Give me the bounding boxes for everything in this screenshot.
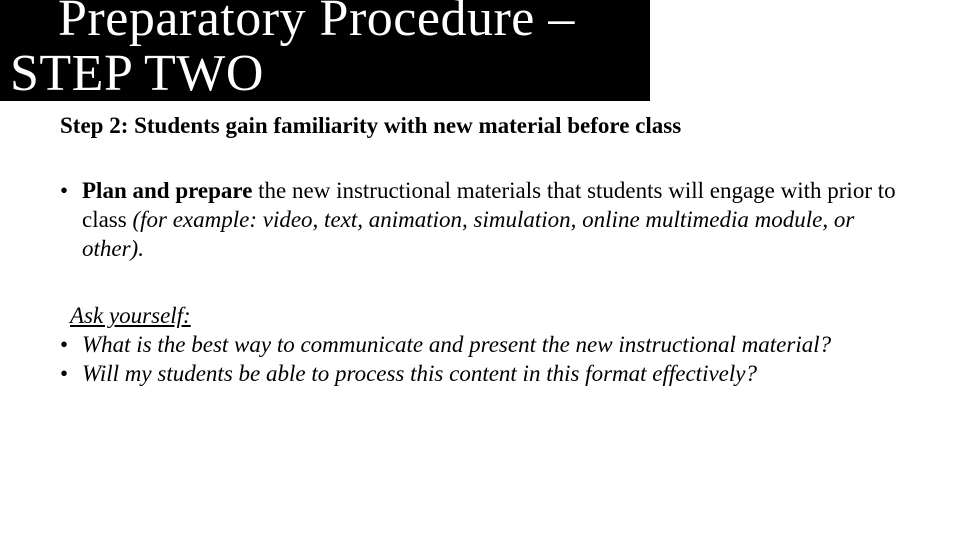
ask-item: Will my students be able to process this…: [60, 360, 900, 389]
bullet-bold-lead: Plan and prepare: [82, 178, 252, 203]
main-bullet-list: Plan and prepare the new instructional m…: [60, 177, 900, 263]
title-line-1: Preparatory Procedure –: [10, 0, 650, 47]
main-bullet-item: Plan and prepare the new instructional m…: [60, 177, 900, 263]
content-area: Step 2: Students gain familiarity with n…: [0, 95, 960, 389]
ask-item: What is the best way to communicate and …: [60, 331, 900, 360]
ask-yourself-list: What is the best way to communicate and …: [60, 331, 900, 389]
title-line-2: STEP TWO: [10, 47, 650, 102]
title-bar: Preparatory Procedure – STEP TWO: [0, 0, 650, 101]
ask-yourself-heading: Ask yourself:: [70, 303, 900, 329]
step-heading: Step 2: Students gain familiarity with n…: [60, 113, 900, 139]
bullet-italic-tail: (for example: video, text, animation, si…: [82, 207, 854, 261]
